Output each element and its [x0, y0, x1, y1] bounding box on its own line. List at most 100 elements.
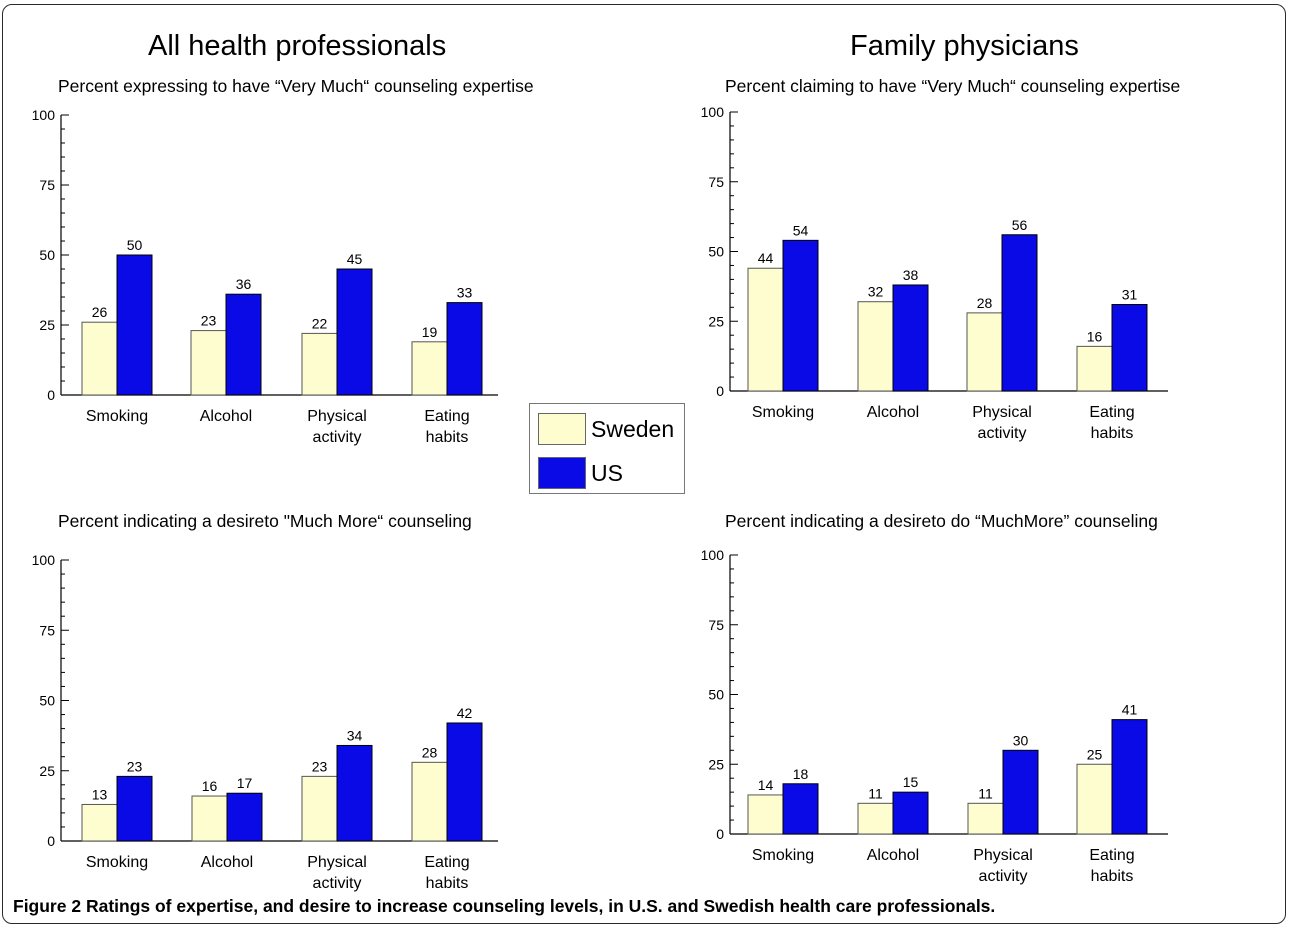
bar-sweden	[747, 267, 784, 392]
data-label: 44	[758, 250, 774, 266]
y-tick-label: 25	[39, 763, 55, 779]
bar-us	[1111, 304, 1148, 392]
y-tick-label: 75	[39, 622, 55, 638]
x-tick-label: Alcohol	[867, 847, 919, 864]
bar-us	[1111, 719, 1148, 835]
data-label: 50	[127, 237, 143, 253]
left-group-title: All health professionals	[148, 30, 447, 62]
figure-caption-text: Ratings of expertise, and desire to incr…	[85, 896, 996, 916]
bar-sweden	[1076, 345, 1113, 392]
bar-sweden	[81, 321, 118, 396]
data-label: 32	[868, 284, 884, 300]
y-tick-label: 0	[47, 387, 55, 403]
y-tick-label: 25	[708, 313, 724, 329]
legend-item-sweden: Sweden	[538, 412, 674, 446]
bar-us	[446, 302, 483, 396]
data-label: 14	[758, 777, 774, 793]
x-tick-label: habits	[426, 875, 469, 892]
chart-title: Percent expressing to have “Very Much“ c…	[58, 76, 534, 96]
x-tick-label: Eating	[424, 854, 469, 871]
bar-us	[1002, 749, 1039, 835]
data-label: 45	[347, 251, 363, 267]
y-tick-label: 100	[32, 107, 56, 123]
bar-sweden	[857, 802, 894, 835]
bar-sweden	[301, 332, 338, 396]
chart-title: Percent indicating a desireto "Much More…	[58, 511, 472, 531]
x-tick-label: activity	[313, 875, 362, 892]
bar-us	[116, 775, 153, 842]
data-label: 16	[1087, 328, 1103, 344]
bar-sweden	[857, 301, 894, 392]
bar-us	[892, 284, 929, 392]
x-tick-label: Eating	[1089, 404, 1134, 421]
data-label: 17	[237, 775, 253, 791]
data-label: 54	[793, 222, 809, 238]
data-label: 11	[868, 785, 883, 801]
data-label: 26	[92, 304, 108, 320]
legend-label-sweden: Sweden	[591, 415, 675, 442]
y-tick-label: 0	[716, 826, 724, 842]
bar-us	[336, 744, 373, 842]
data-label: 23	[127, 758, 143, 774]
data-label: 34	[347, 727, 363, 743]
data-label: 11	[978, 785, 993, 801]
data-label: 23	[201, 313, 217, 329]
y-tick-label: 50	[708, 687, 724, 703]
legend-swatch-us	[538, 457, 586, 489]
x-tick-label: Physical	[972, 404, 1032, 421]
data-label: 28	[977, 295, 993, 311]
bar-us	[446, 722, 483, 842]
data-label: 42	[457, 705, 473, 721]
legend-swatch-sweden	[538, 413, 586, 445]
x-tick-label: Eating	[1089, 847, 1134, 864]
x-tick-label: Smoking	[86, 854, 148, 871]
bar-sweden	[81, 803, 118, 842]
x-tick-label: Smoking	[752, 847, 814, 864]
figure-caption: Figure 2 Ratings of expertise, and desir…	[13, 896, 995, 917]
bar-sweden	[191, 795, 228, 842]
y-tick-label: 100	[701, 104, 725, 120]
figure-frame	[2, 4, 1286, 924]
y-tick-label: 75	[708, 617, 724, 633]
legend-label-us: US	[591, 459, 623, 486]
data-label: 19	[422, 324, 438, 340]
data-label: 56	[1012, 217, 1028, 233]
x-tick-label: Eating	[424, 408, 469, 425]
y-tick-label: 25	[708, 756, 724, 772]
bar-sweden	[966, 312, 1003, 392]
y-tick-label: 100	[32, 552, 56, 568]
x-tick-label: habits	[1091, 868, 1134, 885]
x-tick-label: activity	[979, 868, 1028, 885]
y-tick-label: 50	[39, 247, 55, 263]
x-tick-label: Alcohol	[867, 404, 919, 421]
y-tick-label: 100	[701, 547, 725, 563]
bar-us	[782, 239, 819, 392]
data-label: 23	[312, 758, 328, 774]
legend-item-us: US	[538, 456, 623, 490]
x-tick-label: Alcohol	[200, 408, 252, 425]
bar-us	[116, 254, 153, 396]
x-tick-label: activity	[978, 425, 1027, 442]
bar-sweden	[411, 761, 448, 842]
y-tick-label: 75	[708, 174, 724, 190]
data-label: 33	[457, 285, 473, 301]
data-label: 13	[92, 786, 108, 802]
bar-sweden	[747, 794, 784, 835]
y-tick-label: 50	[39, 693, 55, 709]
data-label: 38	[903, 267, 919, 283]
y-tick-label: 0	[716, 383, 724, 399]
x-tick-label: Alcohol	[201, 854, 253, 871]
bar-us	[225, 293, 262, 396]
data-label: 22	[312, 315, 328, 331]
right-group-title: Family physicians	[850, 30, 1079, 62]
y-tick-label: 75	[39, 177, 55, 193]
bar-us	[782, 783, 819, 835]
x-tick-label: Physical	[307, 408, 367, 425]
bar-sweden	[411, 341, 448, 396]
data-label: 16	[202, 778, 218, 794]
data-label: 28	[422, 744, 438, 760]
data-label: 31	[1122, 287, 1138, 303]
bar-us	[226, 792, 263, 842]
data-label: 25	[1087, 746, 1103, 762]
